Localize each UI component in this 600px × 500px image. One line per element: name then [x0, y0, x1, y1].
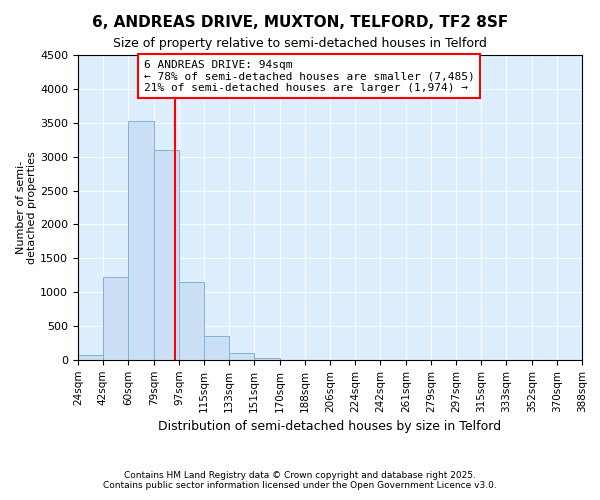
- Y-axis label: Number of semi-
detached properties: Number of semi- detached properties: [16, 151, 37, 264]
- Text: Size of property relative to semi-detached houses in Telford: Size of property relative to semi-detach…: [113, 38, 487, 51]
- Bar: [254, 358, 280, 360]
- Bar: [179, 282, 204, 360]
- Text: 6 ANDREAS DRIVE: 94sqm
← 78% of semi-detached houses are smaller (7,485)
21% of : 6 ANDREAS DRIVE: 94sqm ← 78% of semi-det…: [143, 60, 474, 93]
- X-axis label: Distribution of semi-detached houses by size in Telford: Distribution of semi-detached houses by …: [158, 420, 502, 433]
- Bar: [154, 150, 179, 360]
- Bar: [204, 336, 229, 360]
- Bar: [103, 276, 128, 360]
- Bar: [78, 354, 103, 360]
- Text: Contains HM Land Registry data © Crown copyright and database right 2025.
Contai: Contains HM Land Registry data © Crown c…: [103, 470, 497, 490]
- Bar: [229, 353, 254, 360]
- Bar: [128, 122, 154, 360]
- Text: 6, ANDREAS DRIVE, MUXTON, TELFORD, TF2 8SF: 6, ANDREAS DRIVE, MUXTON, TELFORD, TF2 8…: [92, 15, 508, 30]
